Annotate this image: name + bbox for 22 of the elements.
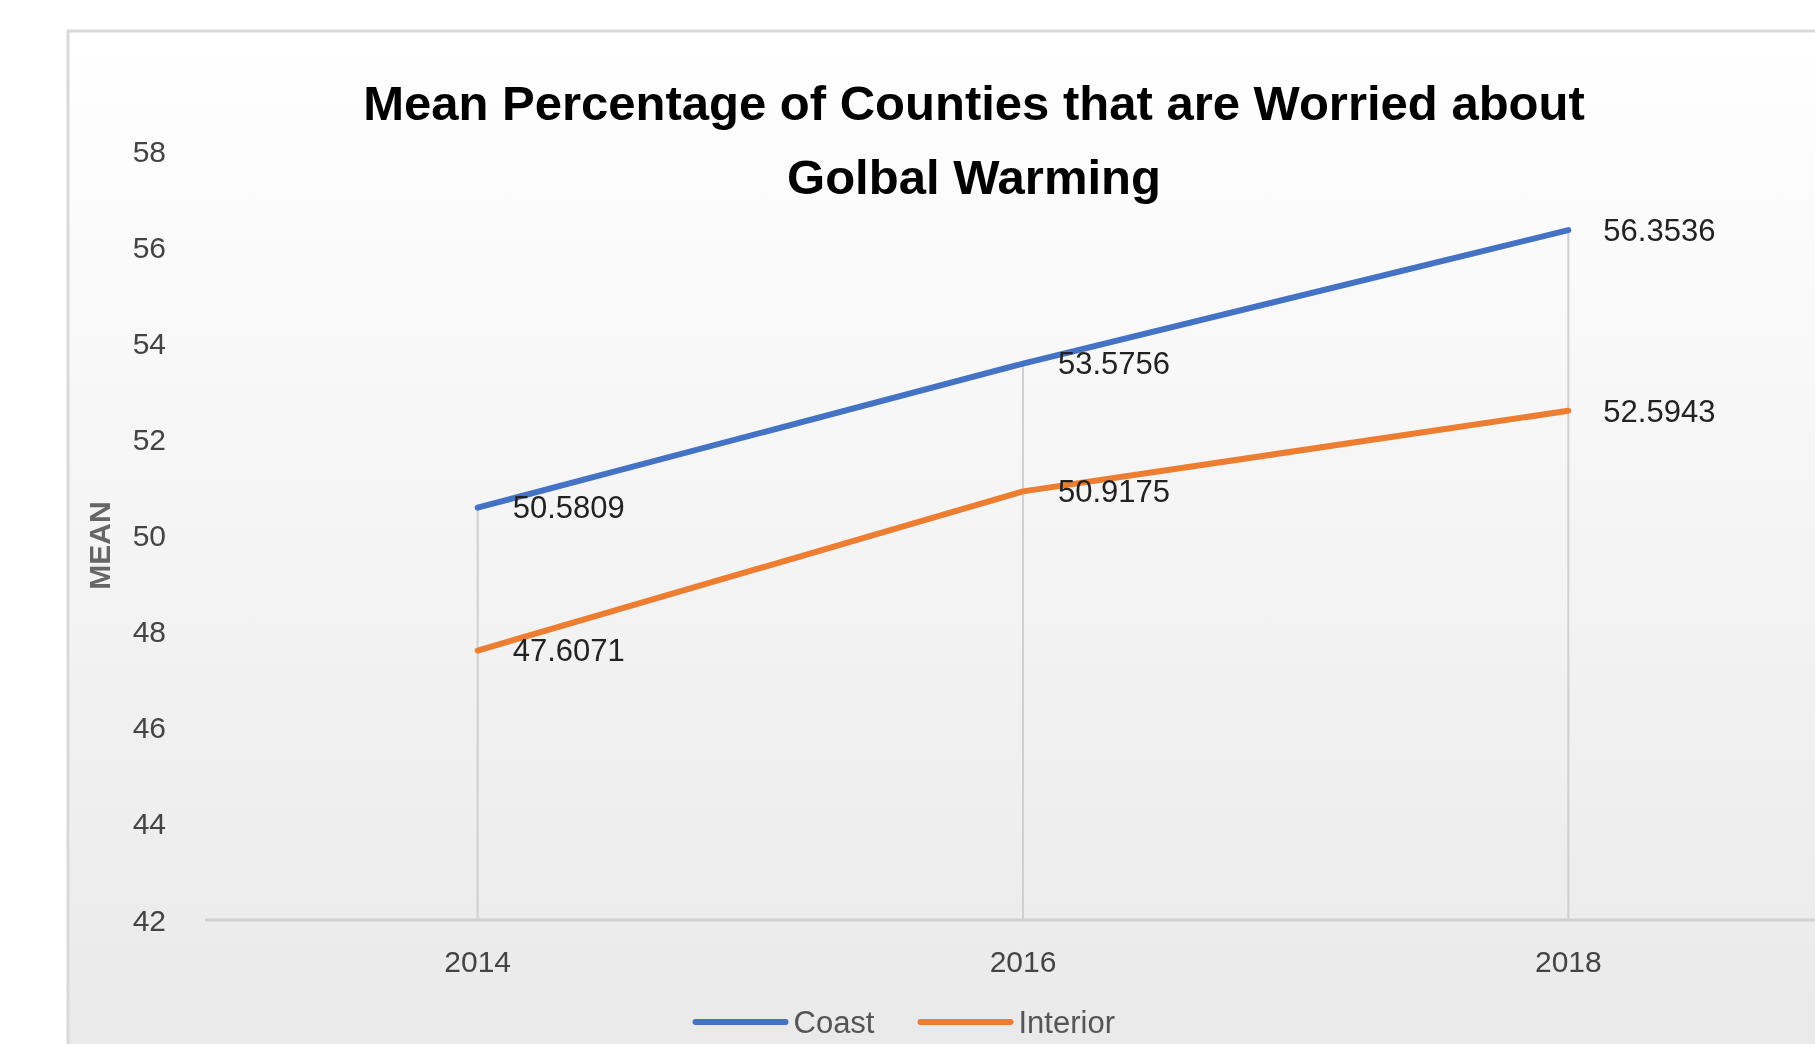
y-tick-label: 46	[132, 711, 166, 745]
data-label: 56.3536	[1603, 212, 1716, 248]
y-tick-label: 56	[132, 230, 166, 264]
legend-label: Coast	[793, 1004, 875, 1040]
x-tick-label: 2018	[1534, 945, 1602, 978]
y-axis-title: MEAN	[83, 501, 116, 590]
data-label: 50.9175	[1058, 474, 1171, 510]
legend-label: Interior	[1018, 1004, 1115, 1040]
data-label: 52.5943	[1603, 393, 1716, 429]
data-label: 53.5756	[1058, 346, 1171, 382]
data-label: 47.6071	[512, 633, 625, 669]
y-tick-label: 50	[132, 519, 166, 552]
y-tick-label: 42	[132, 903, 166, 937]
x-tick-label: 2014	[444, 945, 512, 978]
y-tick-label: 48	[132, 615, 166, 649]
y-tick-label: 52	[132, 422, 166, 456]
y-tick-label: 44	[132, 807, 166, 841]
data-label: 50.5809	[512, 490, 625, 526]
x-tick-label: 2016	[989, 945, 1057, 978]
chart-title: Mean Percentage of Counties that are Worried about Golbal Warming	[363, 76, 1585, 204]
y-tick-label: 54	[132, 326, 166, 360]
y-tick-label: 58	[132, 134, 166, 168]
